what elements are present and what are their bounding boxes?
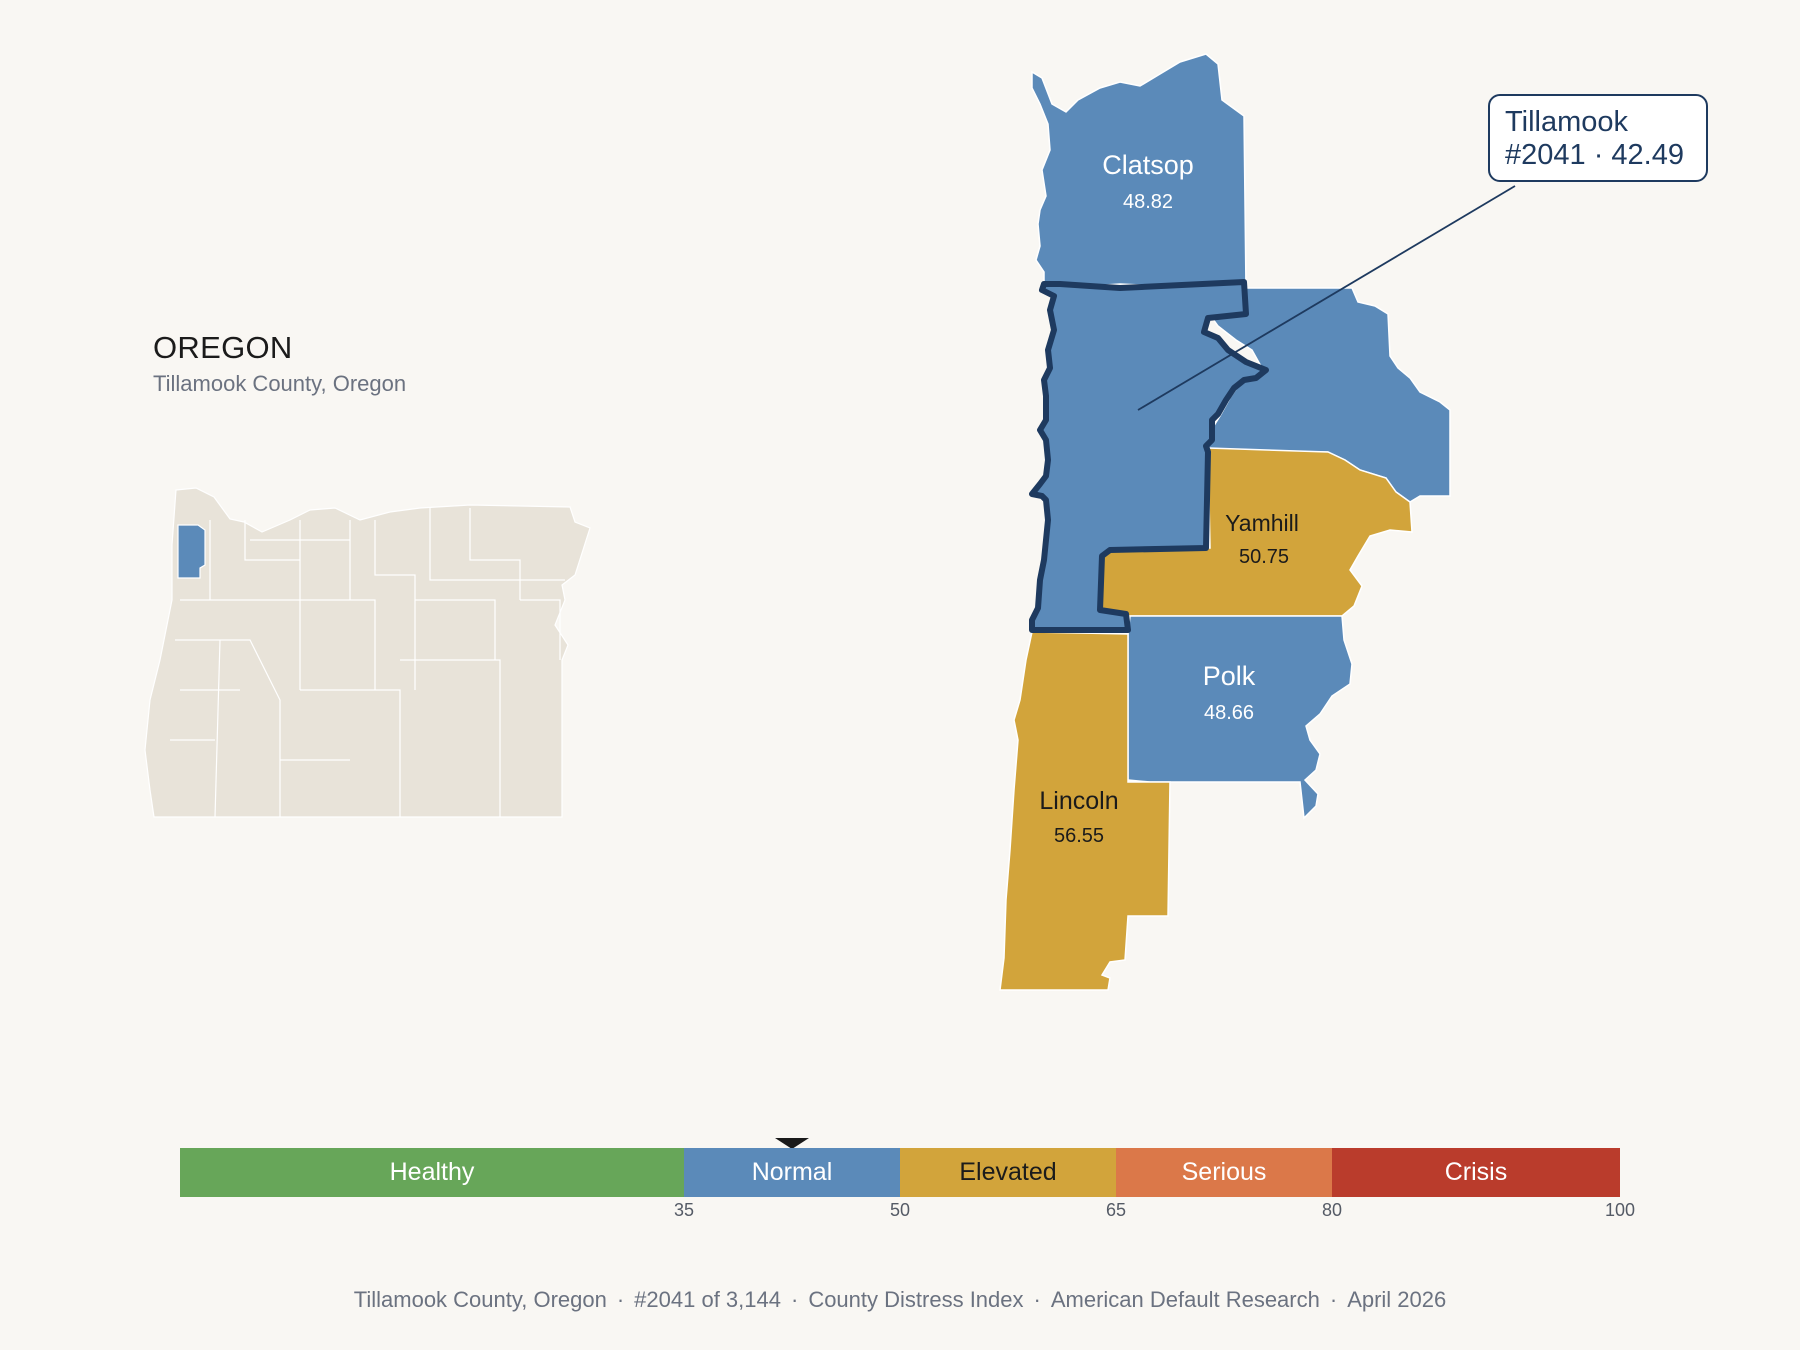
footer: Tillamook County, Oregon · #2041 of 3,144 ·… [353,1287,1447,1312]
inset-county-lines [170,508,565,818]
callout-leader-line [1137,185,1516,411]
legend-tick-100: 100 [1604,1200,1636,1220]
legend-tick-35: 35 [673,1200,695,1220]
inset-tillamook-highlight[interactable] [177,524,206,579]
legend-segment-healthy: Healthy [180,1148,684,1197]
legend-segment-crisis: Crisis [1332,1148,1620,1197]
distress-legend-bar: Healthy Normal Elevated Serious Crisis [180,1148,1620,1197]
state-subtitle: Tillamook County, Oregon [153,371,407,396]
legend-segment-normal: Normal [684,1148,900,1197]
footer-rank: #2041 of 3,144 [634,1287,781,1312]
label-polk-score: 48.66 [1204,702,1254,724]
county-lincoln[interactable] [999,631,1171,991]
label-yamhill-score: 50.75 [1239,546,1289,568]
footer-source: American Default Research [1050,1287,1320,1312]
legend-tick-65: 65 [1105,1200,1127,1220]
label-yamhill-name: Yamhill [1225,510,1299,536]
callout-rank-score: #2041 · 42.49 [1505,139,1684,171]
label-lincoln-score: 56.55 [1054,825,1104,847]
legend-segment-elevated: Elevated [900,1148,1116,1197]
callout-county-name: Tillamook [1505,106,1629,138]
county-map [999,53,1451,991]
legend-tick-50: 50 [889,1200,911,1220]
score-marker [774,1138,809,1149]
label-polk-name: Polk [1203,661,1256,691]
label-clatsop-score: 48.82 [1123,191,1173,213]
label-clatsop-name: Clatsop [1102,150,1194,180]
legend-tick-80: 80 [1321,1200,1343,1220]
county-labels: Clatsop 48.82 Yamhill 50.75 Polk 48.66 L… [1039,150,1298,847]
tillamook-callout: Tillamook #2041 · 42.49 [1488,94,1708,182]
state-title: OREGON [153,330,293,365]
footer-county: Tillamook County, Oregon [353,1287,607,1312]
footer-date: April 2026 [1347,1287,1447,1312]
label-lincoln-name: Lincoln [1039,787,1118,815]
county-polk[interactable] [1127,615,1353,820]
footer-index: County Distress Index [808,1287,1024,1312]
legend-segment-serious: Serious [1116,1148,1332,1197]
oregon-inset-map [144,487,591,818]
oregon-state-shape [144,487,591,818]
